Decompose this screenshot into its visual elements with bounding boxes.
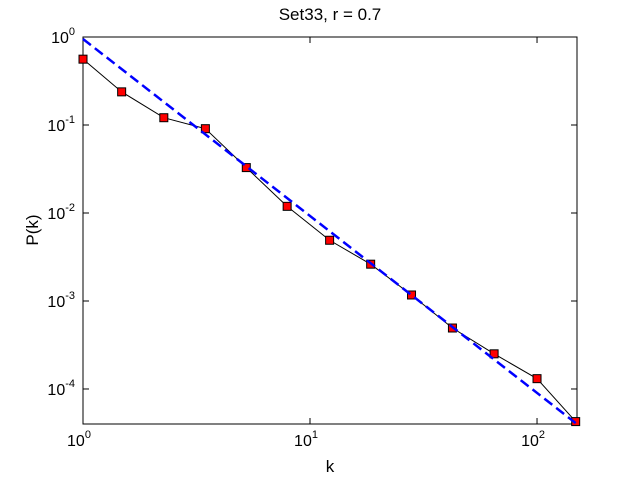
tick-exponent: 0 — [69, 26, 75, 38]
tick-label: 10-2 — [47, 202, 75, 223]
marker — [78, 54, 88, 64]
tick-label: 10-1 — [47, 114, 75, 135]
marker — [407, 290, 417, 300]
marker — [489, 349, 499, 359]
tick-base: 10 — [294, 433, 312, 450]
marker — [117, 87, 127, 97]
marker — [241, 163, 251, 173]
tick-label: 10-4 — [47, 378, 75, 399]
tick-label: 100 — [67, 429, 91, 450]
tick-exponent: 0 — [85, 429, 91, 441]
tick-exponent: 2 — [539, 429, 545, 441]
chart-title: Set33, r = 0.7 — [279, 5, 382, 24]
tick-base: 10 — [51, 30, 69, 47]
marker — [325, 235, 335, 245]
tick-base: 10 — [47, 294, 65, 311]
tick-base: 10 — [47, 118, 65, 135]
tick-exponent: 1 — [312, 429, 318, 441]
marker — [159, 113, 169, 123]
tick-exponent: -2 — [65, 202, 75, 214]
marker — [282, 201, 292, 211]
y-axis-label: P(k) — [23, 214, 42, 245]
axes-box — [82, 36, 578, 425]
tick-exponent: -4 — [65, 378, 75, 390]
marker — [200, 124, 210, 134]
tick-label: 101 — [294, 429, 318, 450]
marker — [532, 374, 542, 384]
tick-label: 102 — [521, 429, 545, 450]
tick-base: 10 — [47, 206, 65, 223]
tick-label: 100 — [51, 26, 75, 47]
tick-base: 10 — [521, 433, 539, 450]
x-axis-label: k — [326, 457, 335, 476]
tick-label: 10-3 — [47, 290, 75, 311]
tick-base: 10 — [67, 433, 85, 450]
tick-exponent: -1 — [65, 114, 75, 126]
tick-exponent: -3 — [65, 290, 75, 302]
tick-base: 10 — [47, 382, 65, 399]
